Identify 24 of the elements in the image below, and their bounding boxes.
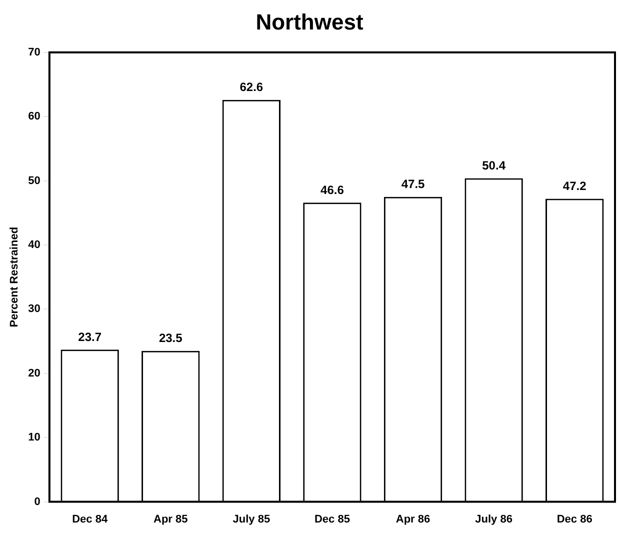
data-label: 50.4 <box>482 158 506 173</box>
x-tick-label: July 86 <box>475 513 512 526</box>
y-tick-label: 50 <box>28 174 40 187</box>
y-tick-label: 10 <box>28 432 40 444</box>
x-tick-label: Apr 85 <box>154 513 188 526</box>
y-tick-label: 40 <box>28 239 40 252</box>
x-tick-label: Apr 86 <box>396 513 430 526</box>
chart-title: Northwest <box>256 9 364 34</box>
data-label: 47.2 <box>562 179 587 194</box>
x-tick-label: Dec 86 <box>556 513 592 526</box>
y-tick-label: 30 <box>28 303 40 316</box>
data-label: 62.6 <box>240 80 264 94</box>
data-label: 23.5 <box>158 331 183 346</box>
y-axis-title: Percent Restrained <box>8 226 21 328</box>
y-tick-label: 0 <box>34 496 40 508</box>
y-tick-label: 20 <box>28 367 40 380</box>
y-tick-label: 70 <box>28 46 40 58</box>
x-tick-label: Dec 84 <box>72 513 108 526</box>
data-label: 23.7 <box>78 330 102 344</box>
x-tick-label: Dec 85 <box>314 513 350 526</box>
x-tick-label: July 85 <box>232 513 270 526</box>
data-label: 47.5 <box>401 177 426 192</box>
data-label: 46.6 <box>320 182 344 197</box>
y-tick-label: 60 <box>28 110 40 123</box>
